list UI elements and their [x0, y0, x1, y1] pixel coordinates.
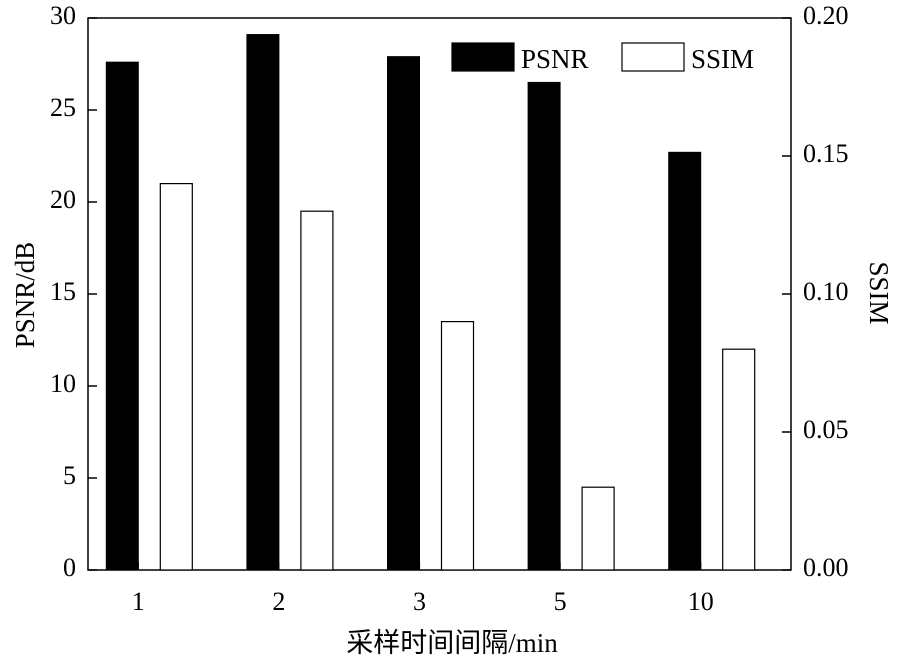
ssim-bar	[722, 348, 756, 571]
ssim-bar	[159, 183, 193, 571]
ssim-bar	[440, 321, 475, 571]
right-y-axis: 0.00 0.05 0.10 0.15 0.20	[782, 1, 849, 582]
y2-axis-label: SSIM	[864, 261, 894, 324]
x-axis-label: 采样时间间隔/min	[346, 628, 558, 658]
y2-tick-label: 0.20	[803, 1, 849, 30]
x-tick-label: 5	[554, 587, 567, 616]
y-tick-label: 5	[63, 461, 76, 490]
legend-label-ssim: SSIM	[691, 44, 754, 74]
y2-tick-label: 0.15	[803, 139, 849, 168]
psnr-bar	[246, 34, 280, 571]
y-tick-label: 30	[50, 1, 76, 30]
y2-tick-label: 0.05	[803, 415, 849, 444]
legend-label-psnr: PSNR	[521, 44, 589, 74]
x-tick-label: 10	[688, 587, 714, 616]
legend-swatch-ssim	[621, 42, 685, 72]
psnr-bar	[387, 56, 420, 571]
psnr-bar	[527, 81, 561, 571]
y-tick-label: 0	[63, 553, 76, 582]
ssim-bar	[581, 486, 615, 571]
psnr-bar	[668, 151, 702, 571]
y-tick-label: 10	[50, 369, 76, 398]
x-tick-label: 1	[132, 587, 145, 616]
y2-tick-label: 0.10	[803, 277, 849, 306]
x-tick-label: 3	[413, 587, 426, 616]
x-axis: 1 2 3 5 10	[132, 562, 714, 616]
ssim-bar	[300, 210, 334, 571]
psnr-bar	[105, 61, 139, 571]
y-tick-label: 15	[50, 277, 76, 306]
legend: PSNR SSIM	[451, 42, 754, 74]
x-tick-label: 2	[272, 587, 285, 616]
y2-tick-label: 0.00	[803, 553, 849, 582]
y-axis-label: PSNR/dB	[10, 242, 40, 349]
bars	[105, 34, 756, 571]
left-y-axis: 0 5 10 15 20 25 30	[50, 1, 97, 582]
y-tick-label: 25	[50, 93, 76, 122]
y-tick-label: 20	[50, 185, 76, 214]
legend-swatch-psnr	[451, 42, 515, 72]
